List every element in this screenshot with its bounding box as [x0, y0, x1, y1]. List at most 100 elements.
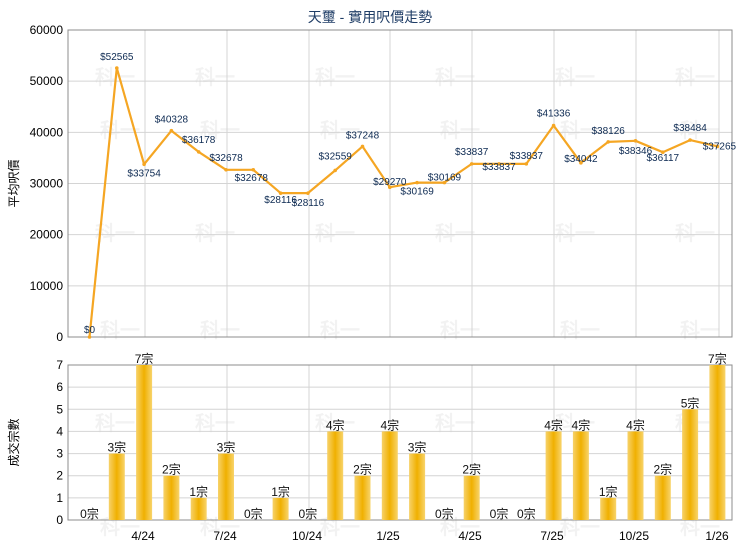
count-data-label: 3宗 — [107, 440, 126, 455]
price-data-label: $40328 — [155, 115, 189, 126]
price-point — [661, 150, 665, 155]
price-point — [497, 162, 501, 166]
price-data-label: $0 — [84, 325, 96, 336]
watermark-mark: 科一 — [435, 65, 475, 89]
price-y-tick-label: 60000 — [30, 23, 64, 37]
price-point — [442, 180, 447, 185]
count-data-label: 4宗 — [544, 417, 563, 432]
price-point — [415, 180, 419, 185]
watermark-mark: 科一 — [200, 318, 240, 342]
count-data-label: 7宗 — [708, 351, 727, 366]
x-tick-label: 4/24 — [131, 529, 155, 543]
x-tick-label: 4/25 — [458, 529, 482, 543]
price-data-label: $33837 — [510, 151, 544, 162]
price-point — [579, 161, 583, 165]
count-y-tick-label: 2 — [56, 469, 63, 483]
price-point — [196, 150, 201, 154]
count-data-label: 4宗 — [626, 417, 645, 432]
price-data-label: $36117 — [646, 153, 679, 164]
count-y-tick-label: 5 — [56, 402, 63, 416]
watermark-mark: 科一 — [200, 118, 240, 142]
count-data-label: 3宗 — [408, 440, 427, 455]
watermark-mark: 科一 — [555, 65, 595, 89]
watermark-mark: 科一 — [195, 221, 235, 245]
count-bar — [381, 431, 398, 520]
count-bar — [654, 475, 671, 520]
watermark-mark: 科一 — [435, 221, 475, 245]
price-point — [169, 128, 174, 133]
price-point — [551, 123, 556, 128]
count-data-label: 4宗 — [326, 417, 345, 432]
watermark-mark: 科一 — [675, 65, 715, 89]
price-y-tick-label: 30000 — [30, 177, 64, 191]
watermark-mark: 科一 — [675, 221, 715, 245]
count-data-label: 2宗 — [653, 462, 672, 477]
x-tick-label: 1/25 — [376, 529, 400, 543]
price-point — [87, 335, 92, 339]
price-data-label: $29270 — [373, 177, 407, 188]
price-data-label: $32678 — [235, 173, 269, 184]
price-y-tick-label: 50000 — [30, 74, 64, 88]
price-y-tick-label: 20000 — [30, 228, 64, 242]
price-data-label: $33837 — [455, 147, 489, 158]
count-y-axis-label: 成交宗數 — [6, 418, 21, 466]
watermark-mark: 科一 — [320, 118, 360, 142]
price-point — [688, 138, 692, 142]
count-data-label: 3宗 — [217, 440, 236, 455]
price-point — [633, 138, 638, 143]
price-data-label: $28116 — [264, 195, 297, 206]
price-point — [333, 168, 338, 173]
price-data-label: $38484 — [673, 123, 707, 134]
price-plot-frame — [67, 29, 733, 338]
count-data-label: 5宗 — [681, 395, 700, 410]
price-data-label: $36178 — [182, 135, 216, 146]
price-data-label: $28116 — [292, 198, 325, 209]
chart-title: 天璽 - 實用呎價走勢 — [308, 9, 432, 25]
count-bar — [572, 431, 589, 520]
watermark-mark: 科一 — [680, 118, 720, 142]
count-data-label: 2宗 — [462, 462, 481, 477]
count-bar — [600, 497, 617, 520]
count-y-tick-label: 3 — [56, 447, 63, 461]
count-data-label: 0宗 — [244, 506, 263, 521]
price-data-label: $38126 — [592, 126, 626, 137]
watermark-mark: 科一 — [320, 318, 360, 342]
price-data-label: $30169 — [400, 187, 434, 198]
price-data-label: $33754 — [127, 168, 161, 179]
price-y-tick-label: 40000 — [30, 125, 64, 139]
watermark-mark: 科一 — [100, 318, 140, 342]
price-data-label: $37248 — [346, 130, 380, 141]
count-bar — [108, 453, 125, 520]
count-bar — [163, 475, 180, 520]
watermark-mark: 科一 — [195, 65, 235, 89]
price-point — [524, 162, 529, 166]
count-bar — [409, 453, 426, 520]
count-data-label: 0宗 — [299, 506, 318, 521]
price-point — [251, 167, 256, 172]
count-data-label: 1宗 — [271, 484, 290, 499]
count-data-label: 0宗 — [80, 506, 99, 521]
price-data-label: $34042 — [564, 154, 598, 165]
count-plot-frame — [67, 364, 733, 521]
price-point — [224, 167, 228, 172]
x-tick-label: 10/25 — [619, 529, 649, 543]
count-y-tick-label: 6 — [56, 380, 63, 394]
price-point — [715, 144, 720, 149]
price-point — [388, 185, 392, 190]
count-bar — [463, 475, 480, 520]
count-data-label: 2宗 — [353, 462, 372, 477]
price-data-label: $52565 — [100, 52, 134, 63]
watermark-mark: 科一 — [680, 318, 720, 342]
price-point — [278, 191, 283, 195]
count-bar — [136, 365, 153, 520]
price-point — [306, 191, 310, 195]
price-line-chart: 0 10000 20000 30000 40000 50000 60000 平均呎價 $0 $52… — [7, 23, 737, 344]
price-y-tick-label: 0 — [56, 330, 63, 344]
count-data-label: 0宗 — [490, 506, 509, 521]
count-data-label: 0宗 — [517, 506, 536, 521]
count-y-tick-label: 0 — [56, 513, 63, 527]
x-tick-label: 7/25 — [540, 529, 564, 543]
price-y-axis-label: 平均呎價 — [7, 159, 21, 207]
count-bar — [218, 453, 234, 520]
